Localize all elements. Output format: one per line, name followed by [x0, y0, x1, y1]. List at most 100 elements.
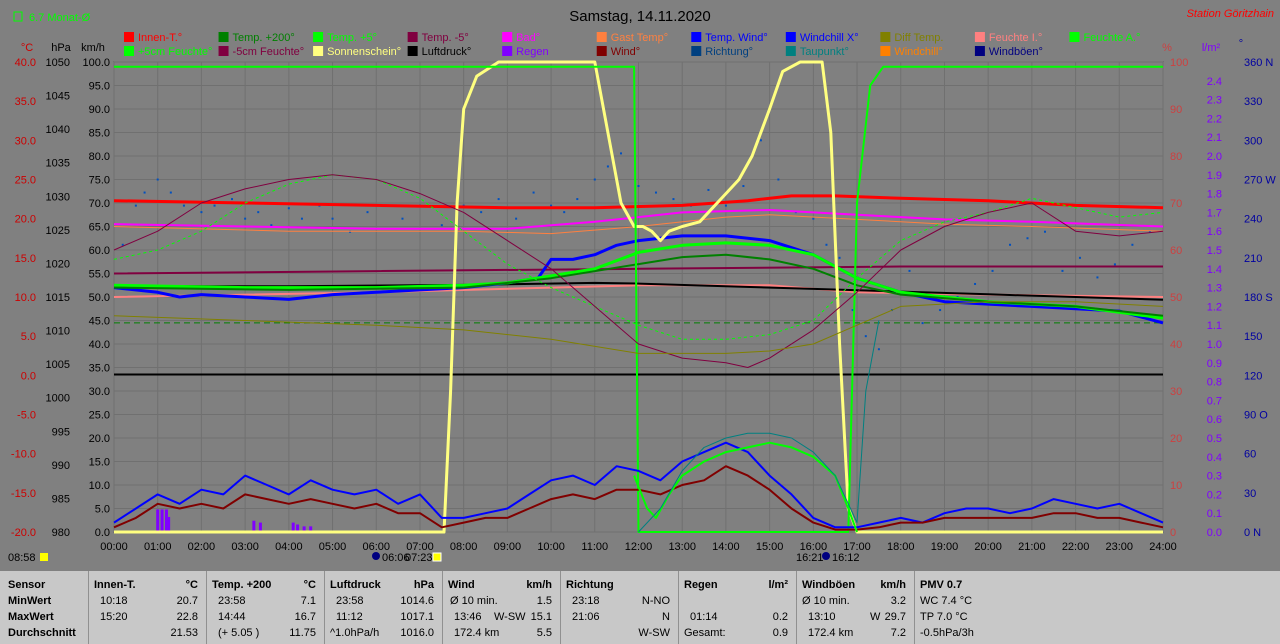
rain-bar [252, 520, 256, 532]
x-tick-label: 21:00 [1018, 541, 1046, 553]
marker-left-time: 08:58 [8, 552, 36, 564]
rain-bar [156, 509, 160, 532]
y-tick-rain: 0.7 [1207, 395, 1222, 407]
innen-min-time: 10:18 [100, 595, 128, 607]
x-tick-label: 20:00 [974, 541, 1002, 553]
direction-point [637, 185, 640, 188]
y-tick-speed: 30.0 [89, 386, 110, 398]
temp200-title: Temp. +200 [212, 579, 272, 591]
stats-col-innen: Innen-T. °C 10:18 20.7 15:20 22.8 21.53 [88, 571, 207, 644]
legend-swatch [407, 46, 418, 56]
direction-point [121, 243, 124, 246]
x-tick-label: 07:00 [406, 541, 434, 553]
legend-swatch [880, 46, 891, 56]
y-tick-percent: 60 [1170, 245, 1182, 257]
legend-swatch [502, 46, 513, 56]
wind-unit: km/h [526, 579, 552, 591]
y-tick-rain: 1.4 [1207, 264, 1222, 276]
x-tick-label: 11:00 [581, 541, 608, 553]
marker-moonset: 16:12 [832, 552, 860, 564]
direction-point [480, 211, 483, 214]
direction-point [991, 269, 994, 272]
direction-point [515, 217, 518, 220]
legend-item: Temp. +5° [327, 32, 377, 44]
direction-point [200, 211, 203, 214]
legend-swatch [218, 32, 229, 42]
legend: Innen-T.° Temp. +200° Temp. +5° Temp. -5° Ba… [124, 32, 1140, 58]
wind-r2: 15.1 [530, 611, 552, 623]
direction-point [1026, 237, 1029, 240]
y-tick-rain: 2.3 [1207, 95, 1222, 107]
x-tick-label: 19:00 [931, 541, 959, 553]
temp200-avg: 11.75 [289, 627, 316, 639]
y-tick-speed: 45.0 [89, 316, 110, 328]
innen-max-time: 15:20 [100, 611, 128, 623]
windboeen-title: Windböen [802, 579, 856, 591]
y-tick-speed: 5.0 [95, 504, 110, 516]
y-tick-speed: 60.0 [89, 245, 110, 257]
x-tick-label: 05:00 [319, 541, 347, 553]
x-tick-label: 03:00 [231, 541, 259, 553]
legend-item: Windchill° [894, 46, 942, 58]
x-tick-label: 18:00 [887, 541, 915, 553]
y-tick-speed: 75.0 [89, 175, 110, 187]
y-tick-temp: -20.0 [11, 527, 36, 539]
direction-point [1078, 256, 1081, 259]
y-tick-pressure: 1005 [46, 359, 70, 371]
legend-swatch [691, 32, 702, 42]
rain-bar [309, 526, 313, 532]
stats-col-temp200: Temp. +200 °C 23:58 7.1 14:44 16.7 (+ 5.… [206, 571, 325, 644]
y-tick-temp: 5.0 [21, 331, 36, 343]
windboeen-r1: 3.2 [890, 595, 906, 607]
legend-item: Richtung° [705, 46, 753, 58]
direction-point [1043, 230, 1046, 233]
luftdruck-avg: 1016.0 [400, 627, 434, 639]
direction-point [974, 282, 977, 285]
series-line [113, 265, 1163, 275]
legend-item: Bad° [516, 32, 540, 44]
windboeen-unit: km/h [880, 579, 906, 591]
legend-swatch [691, 46, 702, 56]
x-tick-label: 24:00 [1149, 541, 1177, 553]
stats-table: Sensor MinWert MaxWert Durchschnitt Inne… [0, 571, 1280, 644]
legend-swatch [785, 46, 796, 56]
unit-rain: l/m² [1202, 42, 1221, 54]
direction-point [908, 269, 911, 272]
x-tick-label: 02:00 [188, 541, 216, 553]
y-tick-pressure: 990 [52, 460, 70, 472]
pmv-wc: WC 7.4 °C [920, 595, 973, 607]
y-tick-direction: 300 [1244, 135, 1262, 147]
windboeen-r2: 29.7 [884, 611, 906, 623]
y-tick-speed: 25.0 [89, 410, 110, 422]
rain-bar [167, 516, 171, 532]
moon-icon [372, 552, 380, 560]
series-line [113, 465, 1164, 531]
y-tick-rain: 1.5 [1207, 245, 1222, 257]
y-tick-direction: 180 S [1244, 292, 1273, 304]
x-tick-label: 13:00 [668, 541, 696, 553]
rain-bar [160, 509, 164, 532]
direction-point [1096, 276, 1099, 279]
stats-col-regen: Regen l/m² 01:14 0.2 Gesamt: 0.9 [678, 571, 797, 644]
rain-bar [302, 526, 306, 532]
y-tick-rain: 0.0 [1207, 527, 1222, 539]
wind-r2-dir: W-SW [494, 611, 526, 623]
innen-unit: °C [185, 579, 198, 591]
regen-unit: l/m² [768, 579, 788, 591]
y-tick-direction: 270 W [1244, 175, 1276, 187]
y-tick-percent: 0 [1170, 527, 1176, 539]
y-tick-direction: 150 [1244, 331, 1262, 343]
month-avg-checkbox-icon[interactable] [13, 11, 23, 22]
y-tick-speed: 100.0 [82, 57, 110, 69]
y-tick-pressure: 1000 [46, 393, 70, 405]
direction-point [169, 191, 172, 194]
row-label-min: MinWert [8, 595, 52, 607]
y-tick-speed: 40.0 [89, 339, 110, 351]
stats-col-richtung: Richtung 23:18 N-NO 21:06 N W-SW [560, 571, 679, 644]
y-tick-percent: 70 [1170, 198, 1182, 210]
y-tick-percent: 10 [1170, 480, 1182, 492]
sun-icon [40, 553, 48, 561]
unit-speed: km/h [81, 42, 105, 54]
luftdruck-max: 1017.1 [400, 611, 434, 623]
direction-point [244, 217, 247, 220]
